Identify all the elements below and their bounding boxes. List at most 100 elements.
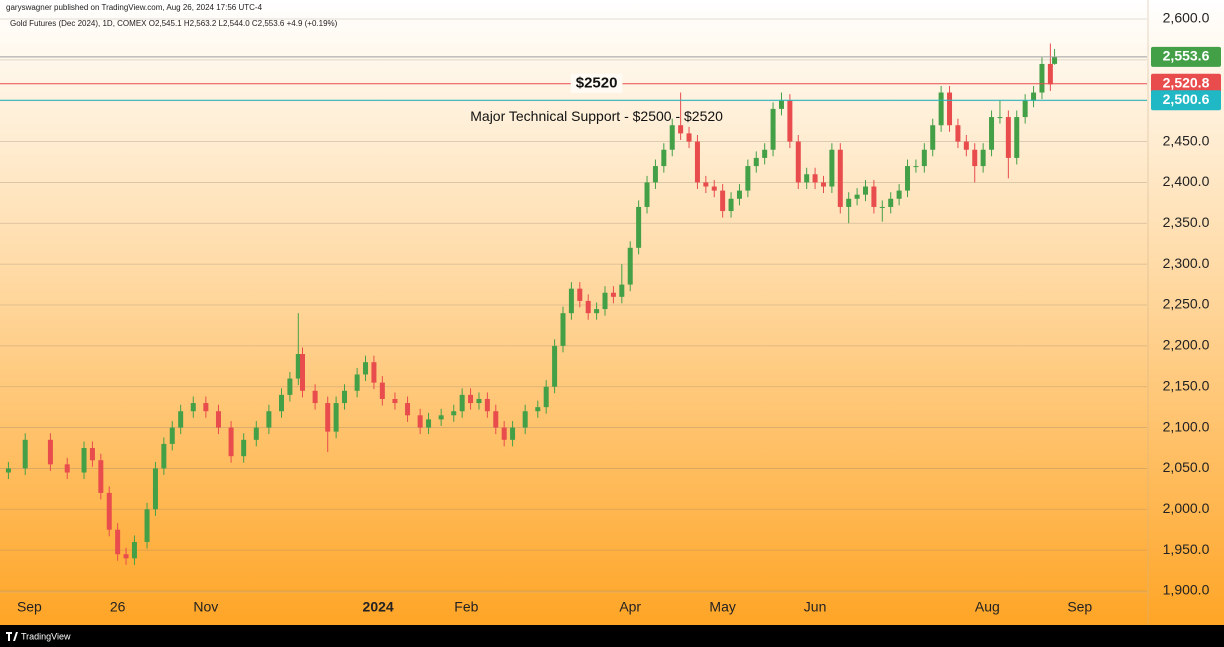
candle-body [89, 448, 95, 461]
candle-body [98, 460, 104, 493]
y-tick-label: 2,150.0 [1163, 377, 1210, 393]
candle-body [468, 394, 474, 404]
candle-body [501, 427, 507, 440]
candle-body [333, 403, 339, 432]
candle-body [829, 149, 835, 187]
candle-body [896, 190, 902, 199]
candle-body [312, 390, 318, 404]
candle-body [215, 411, 221, 428]
candle-body [1039, 63, 1045, 93]
candle-body [795, 141, 801, 183]
x-tick-label: May [709, 599, 735, 615]
y-tick-label: 2,100.0 [1163, 418, 1210, 434]
price-label-box [1151, 73, 1221, 94]
candle-body [980, 149, 986, 167]
candle-body [669, 125, 675, 150]
candle-body [203, 403, 209, 412]
candle-body [678, 125, 684, 134]
candle-body [930, 125, 936, 150]
candle-body [190, 403, 196, 412]
footer-brand: TradingView [21, 631, 71, 641]
candle-body [535, 407, 541, 412]
candle-body [342, 390, 348, 404]
candle-body [568, 288, 574, 314]
candle-body [266, 411, 272, 428]
candle-body [379, 382, 385, 399]
candle-body [81, 448, 87, 473]
candle-body [711, 186, 717, 191]
candle-body [287, 378, 293, 395]
candle-body [560, 313, 566, 346]
candle-body [594, 309, 600, 314]
candle-body [854, 194, 860, 199]
candle-body [300, 354, 306, 391]
candle-body [720, 190, 726, 212]
candle-body [745, 166, 751, 191]
price-label: 2,500.6 [1163, 91, 1210, 107]
candle-body [778, 100, 784, 109]
candle-body [152, 468, 158, 510]
candle-body [989, 117, 995, 150]
x-tick-label: Apr [619, 599, 641, 615]
candle-body [619, 284, 625, 297]
candle-body [510, 427, 516, 440]
candle-body [1031, 92, 1037, 101]
candle-body [905, 166, 911, 191]
candle-body [426, 419, 432, 428]
candle-body [1022, 100, 1028, 118]
candle-body [371, 362, 377, 383]
candle-body [1014, 117, 1020, 158]
y-tick-label: 2,600.0 [1163, 10, 1210, 26]
y-tick-label: 2,350.0 [1163, 214, 1210, 230]
candle-body [762, 149, 768, 158]
candle-body [585, 300, 591, 314]
background [0, 0, 1224, 625]
candle-body [770, 108, 776, 150]
candle-body [804, 174, 810, 183]
x-tick-label: Sep [17, 599, 42, 615]
candle-body [169, 427, 175, 444]
candle-body [787, 100, 793, 142]
x-tick-label: Feb [454, 599, 478, 615]
candle-body [871, 186, 877, 207]
candle-body [417, 415, 423, 428]
candle-body [5, 468, 11, 473]
candle-body [963, 141, 969, 150]
candle-body [22, 439, 28, 469]
candle-body [863, 186, 869, 195]
y-tick-label: 2,450.0 [1163, 132, 1210, 148]
candle-body [325, 403, 331, 432]
publisher: garyswagner published on TradingView.com… [6, 3, 263, 12]
candle-body [602, 292, 608, 310]
candle-body [484, 398, 490, 412]
candle-body [947, 92, 953, 126]
candle-body [955, 125, 961, 142]
candle-body [405, 403, 411, 416]
y-tick-label: 2,400.0 [1163, 173, 1210, 189]
price-label-box [1151, 90, 1221, 111]
candle-body [728, 198, 734, 212]
candle-body [295, 354, 301, 379]
annotation: $2520 [576, 75, 618, 92]
candle-body [241, 439, 247, 457]
y-tick-label: 2,250.0 [1163, 296, 1210, 312]
candle-body [522, 411, 528, 428]
candle-body [938, 92, 944, 126]
candle-body [753, 157, 759, 167]
candle-body [736, 190, 742, 199]
x-tick-label: 2024 [363, 599, 394, 615]
candle-body [178, 411, 184, 428]
candle-body [493, 411, 499, 428]
candle-body [661, 149, 667, 167]
price-label: 2,520.8 [1163, 74, 1210, 90]
candle-body [459, 394, 465, 412]
x-tick-label: Nov [193, 599, 218, 615]
x-tick-label: Sep [1067, 599, 1092, 615]
candle-body [846, 198, 852, 207]
candle-body [278, 394, 284, 412]
annotation-bg [570, 73, 623, 93]
candle-body [627, 247, 633, 285]
candle-body [921, 149, 927, 167]
footer-bar [0, 625, 1224, 647]
